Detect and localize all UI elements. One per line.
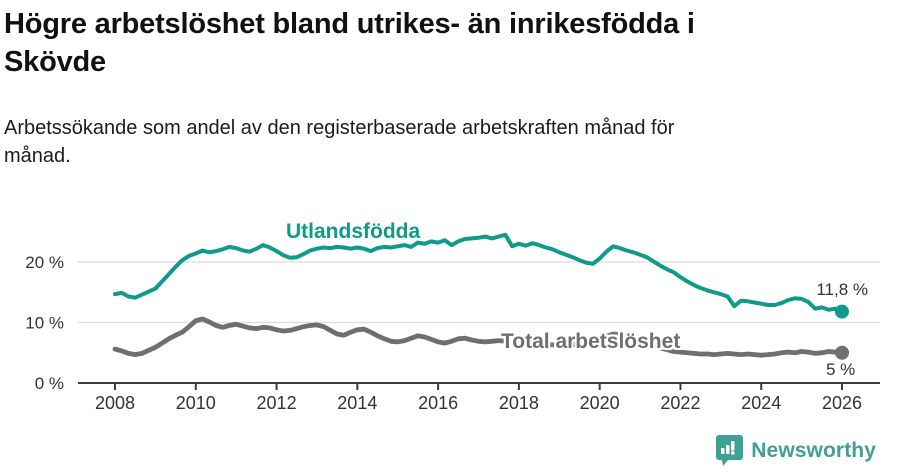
- x-tick-label: 2026: [822, 393, 862, 413]
- chart-subtitle: Arbetssökande som andel av den registerb…: [4, 114, 674, 170]
- x-tick-label: 2008: [95, 393, 135, 413]
- series-end-dot-0: [835, 304, 850, 319]
- series-label-total-arbetsloshet: Total arbetslöshet: [501, 330, 681, 353]
- x-tick-label: 2010: [176, 393, 216, 413]
- x-tick-label: 2016: [418, 393, 458, 413]
- series-label-utlandsfodda: Utlandsfödda: [286, 220, 421, 243]
- end-value-utlandsfodda: 11,8 %: [816, 280, 868, 299]
- y-tick-label: 10 %: [25, 314, 64, 333]
- newsworthy-logo-icon: [716, 435, 744, 466]
- series-end-dot-1: [835, 345, 850, 360]
- x-tick-label: 2024: [741, 393, 781, 413]
- x-tick-label: 2018: [499, 393, 539, 413]
- page-title: Högre arbetslöshet bland utrikes- än inr…: [4, 5, 695, 81]
- x-tick-label: 2012: [257, 393, 297, 413]
- title-line-1: Högre arbetslöshet bland utrikes- än inr…: [4, 8, 695, 40]
- series-line-0: [113, 232, 844, 314]
- y-tick-label: 0 %: [35, 374, 64, 393]
- x-tick-label: 2022: [660, 393, 700, 413]
- title-line-2: Skövde: [4, 46, 106, 78]
- brand-name: Newsworthy: [751, 438, 876, 462]
- y-tick-label: 20 %: [25, 253, 64, 272]
- x-tick-label: 2020: [580, 393, 620, 413]
- subtitle-line-2: månad.: [4, 145, 71, 167]
- brand-footer: Newsworthy: [716, 435, 876, 466]
- subtitle-line-1: Arbetssökande som andel av den registerb…: [4, 117, 675, 139]
- x-tick-label: 2014: [337, 393, 377, 413]
- series-line-1: [112, 316, 845, 358]
- end-value-total-arbetsloshet: 5 %: [826, 360, 856, 379]
